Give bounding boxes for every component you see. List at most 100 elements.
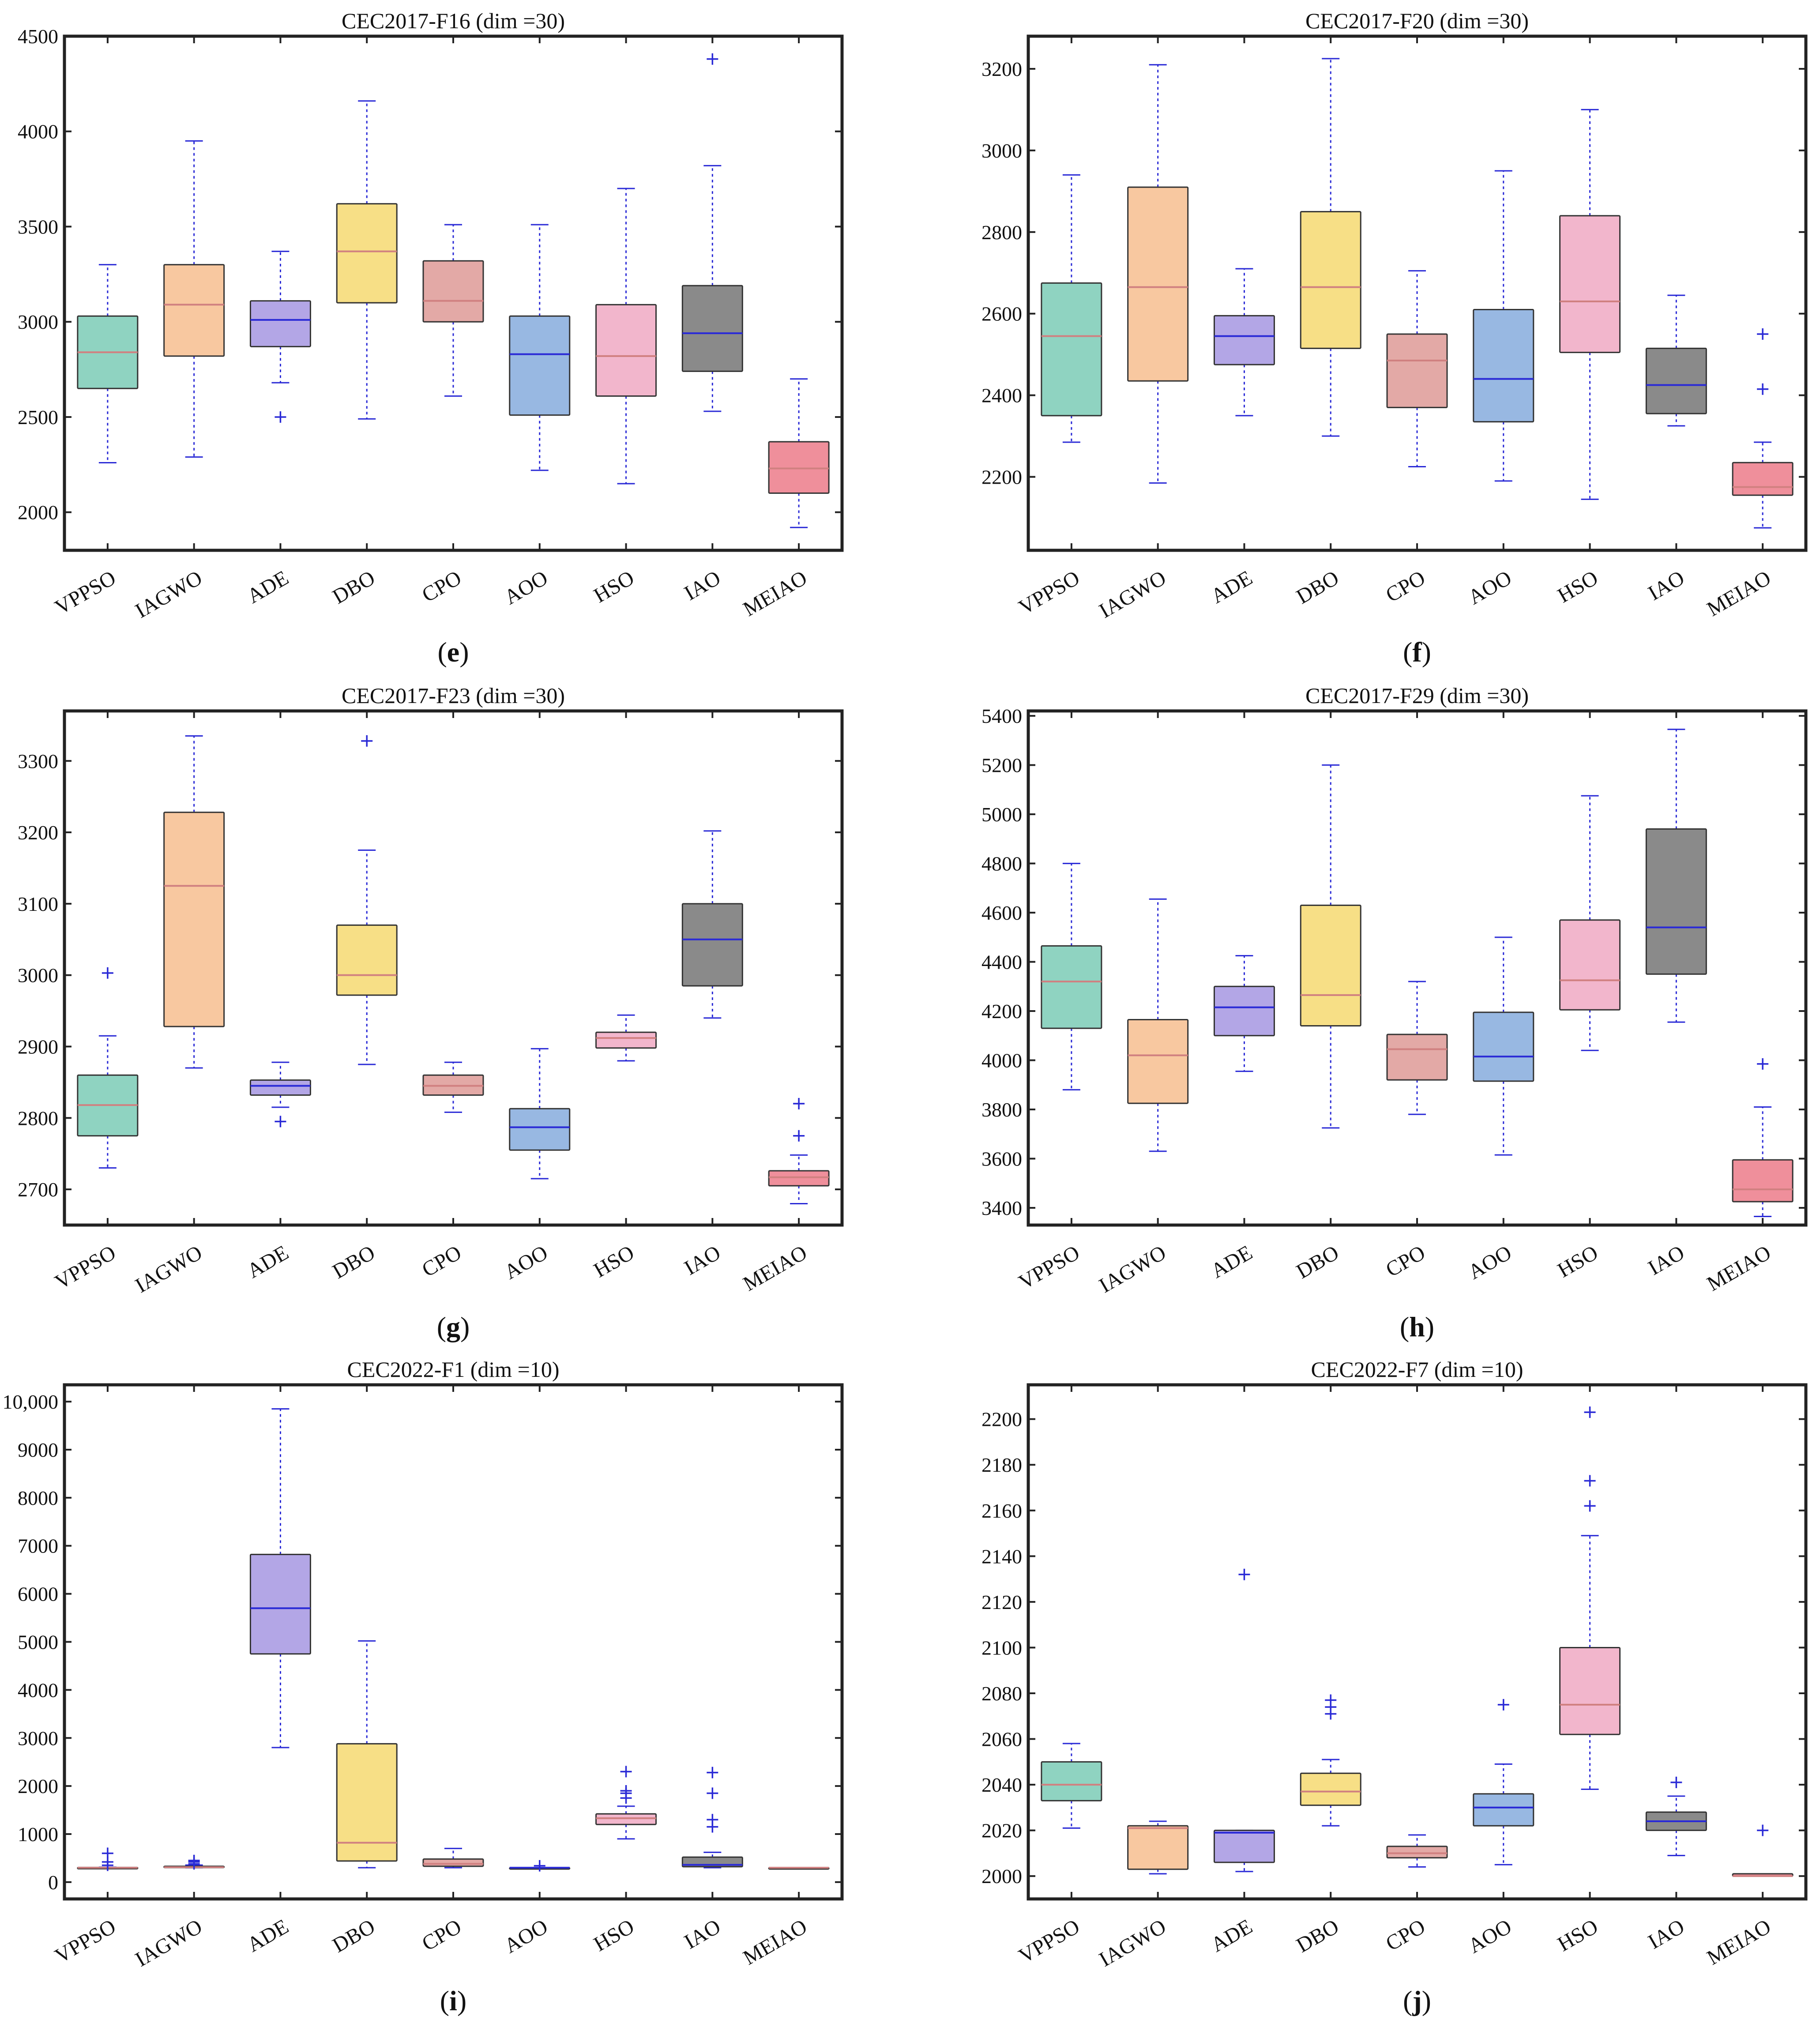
x-category-label: ADE [243, 566, 293, 608]
chart-panel-h: CEC2017-F29 (dim =30) 3400 3600 3800 4000 420… [981, 683, 1808, 1342]
x-category-label: IAO [680, 1915, 724, 1954]
x-category-label: CPO [1382, 1915, 1429, 1956]
box-IAO [1645, 294, 1707, 427]
box-DBO [336, 735, 398, 1065]
iqr-box [1041, 1761, 1102, 1801]
y-tick-label: 2500 [18, 406, 58, 429]
y-tick-label: 0 [48, 1871, 58, 1894]
panel-label-letter: e [447, 636, 459, 668]
box-MEIAO [768, 378, 830, 528]
x-category-label: ADE [243, 1915, 293, 1957]
panel-label: (g) [437, 1311, 470, 1342]
panel-label: (i) [440, 1985, 466, 2016]
y-tick-label: 8000 [18, 1487, 58, 1509]
x-category-label: IAGWO [132, 1241, 207, 1298]
panel-label-letter: i [449, 1985, 457, 2016]
iqr-box [1127, 1019, 1189, 1104]
iqr-box [681, 903, 743, 987]
outlier-marker [1757, 328, 1769, 340]
x-category-label: AOO [500, 1241, 552, 1284]
x-category-label: VPPSO [1015, 1915, 1083, 1968]
panel-label: (f) [1403, 636, 1431, 668]
box-ADE [249, 251, 311, 423]
y-tick-label: 2000 [981, 1865, 1022, 1887]
iqr-box [1473, 308, 1534, 423]
iqr-box [1732, 462, 1794, 496]
y-tick-label: 2080 [981, 1682, 1022, 1705]
panel-label-letter: f [1412, 636, 1422, 668]
plot-frame [1027, 34, 1808, 552]
panel-label-letter: j [1412, 1985, 1421, 2016]
outlier-marker [1670, 1776, 1682, 1788]
y-tick-label: 3000 [18, 964, 58, 987]
iqr-box [163, 812, 225, 1027]
outlier-marker [1757, 383, 1769, 395]
iqr-box [1473, 1011, 1534, 1082]
box-ADE [1213, 268, 1275, 417]
iqr-box [1645, 347, 1707, 414]
y-tick-label: 4000 [18, 1679, 58, 1701]
outlier-marker [793, 1098, 805, 1109]
iqr-box [1559, 1647, 1621, 1735]
y-tick-label: 3800 [981, 1098, 1022, 1121]
outlier-marker [275, 411, 286, 423]
x-category-label: IAGWO [1095, 1915, 1170, 1972]
box-VPPSO [77, 967, 139, 1169]
outlier-marker [275, 1116, 286, 1128]
y-tick-label: 2000 [18, 1775, 58, 1797]
x-category-label: AOO [500, 566, 552, 609]
panel-label-close: ) [459, 636, 469, 668]
iqr-box [249, 300, 311, 347]
x-category-label: ADE [1207, 566, 1256, 608]
outlier-marker [1325, 1694, 1337, 1706]
y-tick-label: 2600 [981, 303, 1022, 325]
x-category-label: ADE [1207, 1915, 1256, 1957]
x-category-label: HSO [590, 1241, 638, 1282]
iqr-box [509, 1108, 571, 1151]
y-tick-label: 6000 [18, 1583, 58, 1605]
y-tick-label: 2060 [981, 1728, 1022, 1751]
x-category-label: DBO [328, 566, 379, 609]
panel-label: (j) [1403, 1985, 1431, 2016]
outlier-marker [1584, 1475, 1596, 1487]
x-category-label: IAGWO [132, 566, 207, 623]
y-tick-label: 10,000 [3, 1391, 59, 1413]
y-tick-label: 2200 [981, 1408, 1022, 1431]
box-HSO [1559, 1406, 1621, 1790]
y-tick-label: 4000 [981, 1049, 1022, 1072]
chart-panel-j: CEC2022-F7 (dim =10) 2000 2020 2040 2060 2080… [981, 1357, 1808, 2016]
x-category-label: MEIAO [1703, 1241, 1775, 1296]
x-category-label: IAO [1644, 1915, 1688, 1954]
x-category-label: DBO [1292, 1915, 1342, 1958]
y-tick-label: 3600 [981, 1147, 1022, 1170]
x-category-label: VPPSO [51, 566, 120, 620]
iqr-box [768, 1170, 830, 1187]
chart-title: CEC2017-F16 (dim =30) [342, 8, 565, 33]
iqr-box [336, 1743, 398, 1862]
outlier-marker [1584, 1406, 1596, 1418]
x-category-label: DBO [1292, 1241, 1342, 1284]
box-VPPSO [77, 264, 139, 464]
box-CPO [1386, 1834, 1448, 1868]
x-category-label: IAO [1644, 566, 1688, 605]
y-tick-label: 4600 [981, 902, 1022, 924]
outlier-marker [1238, 1568, 1250, 1580]
x-category-label: IAO [680, 566, 724, 605]
iqr-box [595, 1031, 657, 1049]
outlier-marker [361, 735, 373, 747]
box-CPO [1386, 270, 1448, 467]
x-category-label: MEIAO [739, 1241, 811, 1296]
iqr-box [595, 304, 657, 397]
y-tick-label: 1000 [18, 1823, 58, 1846]
y-tick-label: 3300 [18, 750, 58, 772]
plot-frame [1027, 1383, 1808, 1901]
panel-label-open: ( [1400, 1311, 1409, 1342]
x-category-label: VPPSO [51, 1915, 120, 1968]
box-ADE [249, 1408, 311, 1748]
outlier-marker [534, 1860, 545, 1872]
chart-title: CEC2017-F23 (dim =30) [342, 683, 565, 708]
y-tick-label: 2160 [981, 1500, 1022, 1522]
plot-frame [63, 709, 844, 1227]
iqr-box [1386, 1034, 1448, 1081]
x-category-label: CPO [418, 566, 465, 607]
